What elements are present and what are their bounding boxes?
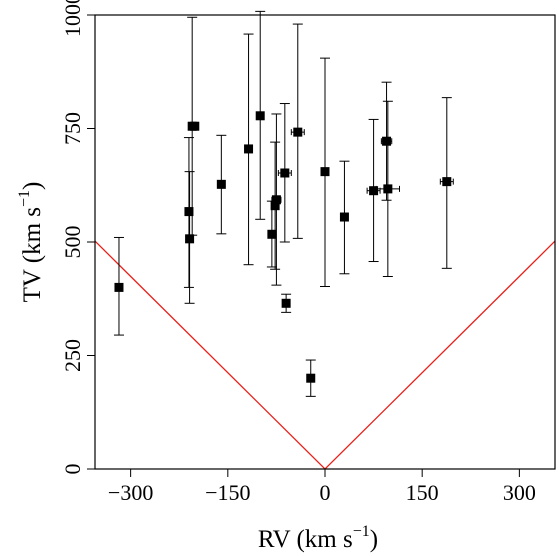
- data-point: [216, 134, 227, 235]
- x-tick-label: 150: [406, 480, 439, 505]
- data-point: [305, 359, 316, 397]
- data-point-marker: [369, 186, 379, 196]
- x-tick-label: −150: [205, 480, 250, 505]
- data-point: [366, 118, 381, 263]
- data-point: [277, 103, 292, 243]
- data-point: [271, 113, 282, 286]
- x-axis-label-main: RV (km s: [258, 526, 353, 553]
- data-point-marker: [383, 184, 393, 194]
- y-axis-label-main: TV (km s: [19, 207, 46, 302]
- data-point-marker: [306, 373, 316, 383]
- data-point-marker: [280, 168, 290, 178]
- x-axis-label-exponent: −1: [353, 523, 370, 540]
- data-point: [290, 23, 305, 239]
- data-point-marker: [281, 298, 291, 308]
- data-point-marker: [244, 144, 254, 154]
- data-point-marker: [190, 121, 200, 131]
- x-tick-label: 0: [320, 480, 331, 505]
- data-point-marker: [271, 195, 281, 205]
- data-point-marker: [267, 229, 277, 239]
- data-points-layer: [113, 10, 454, 397]
- data-point-marker: [442, 177, 452, 187]
- y-tick-label: 500: [60, 226, 85, 259]
- y-tick-label: 0: [60, 464, 85, 475]
- data-point-marker: [216, 179, 226, 189]
- y-axis-label-exponent: −1: [16, 190, 33, 207]
- x-tick-label: −300: [108, 480, 153, 505]
- data-point: [243, 33, 254, 266]
- data-point: [380, 81, 393, 201]
- data-point-marker: [114, 282, 124, 292]
- y-axis-label-close: ): [19, 182, 46, 190]
- data-point-marker: [293, 127, 303, 137]
- data-point-marker: [382, 136, 392, 146]
- data-point: [320, 57, 330, 287]
- data-point: [190, 121, 200, 131]
- data-point-marker: [339, 212, 349, 222]
- data-point: [255, 10, 266, 220]
- y-tick-label: 1000: [60, 0, 85, 37]
- data-point: [439, 97, 454, 269]
- y-tick-label: 750: [60, 112, 85, 145]
- data-point: [184, 171, 195, 304]
- x-axis-label-close: ): [370, 526, 378, 553]
- data-point: [113, 236, 124, 336]
- data-point-marker: [184, 207, 194, 217]
- x-tick-label: 300: [503, 480, 536, 505]
- data-point-marker: [185, 234, 195, 244]
- y-axis-label: TV (km s−1): [16, 182, 46, 303]
- data-point: [281, 293, 292, 313]
- data-point: [339, 160, 350, 275]
- data-point-marker: [320, 167, 330, 177]
- data-point-marker: [270, 201, 280, 211]
- y-tick-label: 250: [60, 339, 85, 372]
- data-point-marker: [255, 111, 265, 121]
- axes-layer: −300 −150 0 150 300 0 250 500 750 1000: [60, 0, 536, 505]
- data-point: [375, 100, 401, 278]
- data-point: [270, 141, 281, 270]
- x-axis-label: RV (km s−1): [258, 523, 378, 553]
